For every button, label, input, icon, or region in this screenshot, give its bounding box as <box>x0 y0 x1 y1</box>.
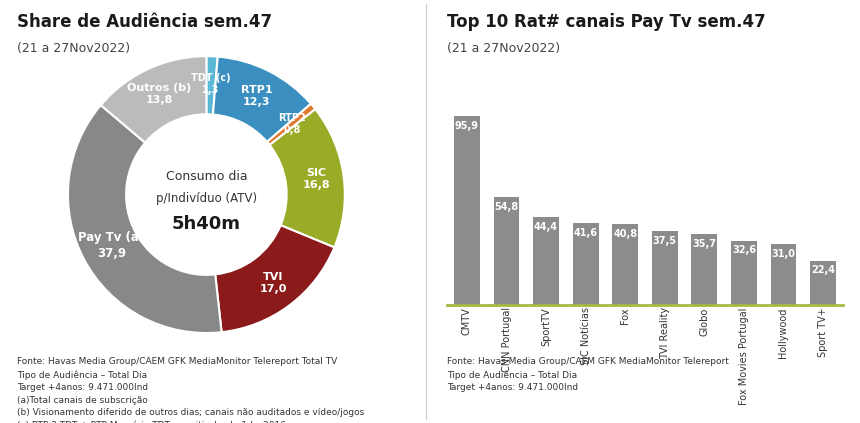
Wedge shape <box>213 57 311 142</box>
Bar <box>612 225 638 305</box>
Text: 40,8: 40,8 <box>613 229 637 239</box>
Text: SIC
16,8: SIC 16,8 <box>302 168 330 190</box>
Text: (21 a 27Nov2022): (21 a 27Nov2022) <box>17 42 131 55</box>
Text: TVI
17,0: TVI 17,0 <box>260 272 287 294</box>
Wedge shape <box>68 105 222 333</box>
Bar <box>652 231 678 305</box>
Text: 41,6: 41,6 <box>574 228 598 238</box>
Text: Fonte: Havas Media Group/CAEM GFK MediaMonitor Telereport
Tipo de Audiência – To: Fonte: Havas Media Group/CAEM GFK MediaM… <box>447 357 729 392</box>
Text: RTP1
12,3: RTP1 12,3 <box>241 85 272 107</box>
Bar <box>454 116 480 305</box>
Text: Fonte: Havas Media Group/CAEM GFK MediaMonitor Telereport Total TV
Tipo de Audiê: Fonte: Havas Media Group/CAEM GFK MediaM… <box>17 357 365 423</box>
Text: 37,5: 37,5 <box>653 236 677 246</box>
Text: 5h40m: 5h40m <box>172 214 241 233</box>
Bar <box>810 261 836 305</box>
Text: RTP2
0,8: RTP2 0,8 <box>278 113 305 135</box>
Wedge shape <box>267 104 316 145</box>
Text: 31,0: 31,0 <box>771 249 796 258</box>
Text: Outros (b)
13,8: Outros (b) 13,8 <box>127 83 192 105</box>
Bar <box>691 234 717 305</box>
Text: Pay Tv (a)
37,9: Pay Tv (a) 37,9 <box>78 231 144 260</box>
Text: (21 a 27Nov2022): (21 a 27Nov2022) <box>447 42 561 55</box>
Bar <box>533 217 559 305</box>
Wedge shape <box>206 56 218 115</box>
Text: 32,6: 32,6 <box>732 245 756 255</box>
Text: 95,9: 95,9 <box>455 121 479 131</box>
Wedge shape <box>101 56 206 143</box>
Bar <box>573 223 599 305</box>
Text: Share de Audiência sem.47: Share de Audiência sem.47 <box>17 13 273 31</box>
Text: Consumo dia: Consumo dia <box>166 170 247 183</box>
Bar <box>494 197 519 305</box>
Text: p/Indivíduo (ATV): p/Indivíduo (ATV) <box>156 192 257 205</box>
Text: Top 10 Rat# canais Pay Tv sem.47: Top 10 Rat# canais Pay Tv sem.47 <box>447 13 766 31</box>
Wedge shape <box>269 109 345 247</box>
Wedge shape <box>215 225 335 332</box>
Text: TDT (c)
1,3: TDT (c) 1,3 <box>191 73 230 95</box>
Text: 54,8: 54,8 <box>494 202 519 212</box>
Text: 44,4: 44,4 <box>534 222 558 232</box>
Bar <box>771 244 796 305</box>
Bar <box>731 241 757 305</box>
Text: 22,4: 22,4 <box>811 266 835 275</box>
Text: 35,7: 35,7 <box>692 239 716 249</box>
